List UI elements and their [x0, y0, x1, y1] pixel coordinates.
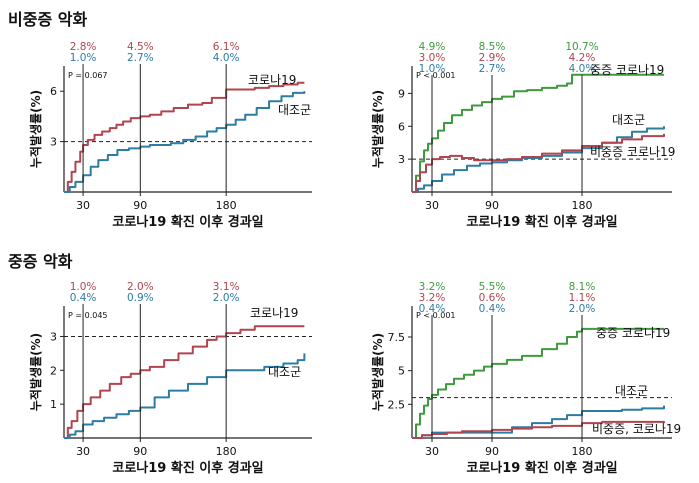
chart2-annotation-90-blue: 2.7%: [479, 63, 506, 75]
chart3-x-tick-label: 30: [76, 445, 90, 458]
chart1-y-axis-label: 누적발생률(%): [28, 90, 43, 168]
chart1-p-value: P = 0.067: [68, 71, 108, 80]
chart4-series-label-green: 중증 코로나19: [596, 326, 670, 340]
chart4-y-tick-label: 7.5: [388, 331, 406, 344]
chart4-annotation-90-blue: 0.4%: [479, 303, 506, 315]
chart2-y-axis-label: 누적발생률(%): [370, 90, 385, 168]
chart1-annotation-30-blue: 1.0%: [70, 52, 97, 64]
chart3-annotation-180-blue: 2.0%: [213, 292, 240, 304]
chart4-series-red-line: [412, 420, 665, 439]
chart2-x-axis-label: 코로나19 확진 이후 경과일: [466, 214, 617, 230]
chart4-annotation-180-blue: 2.0%: [569, 303, 596, 315]
chart3-series-label-blue: 대조군: [268, 365, 301, 379]
chart4-y-tick-label: 2.5: [388, 398, 406, 411]
chart1-annotation-180-blue: 4.0%: [213, 52, 240, 64]
chart4-annotation-90-red: 0.6%: [479, 292, 506, 304]
chart2-annotation-30-red: 3.0%: [419, 52, 446, 64]
chart4-p-value: P < 0.001: [416, 311, 456, 320]
chart1-series-label-red: 코로나19: [248, 73, 296, 87]
chart2-annotation-180-red: 4.2%: [569, 52, 596, 64]
chart3-y-axis-label: 누적발생률(%): [28, 333, 43, 411]
chart2-annotation-90-green: 8.5%: [479, 41, 506, 53]
section-title-severe: 중증 악화: [8, 252, 73, 271]
chart3-annotation-30-blue: 0.4%: [70, 292, 97, 304]
chart3-series-label-red: 코로나19: [250, 306, 298, 320]
chart3-annotation-90-red: 2.0%: [127, 281, 154, 293]
chart2-x-tick-label: 180: [572, 199, 593, 212]
chart4-series-green-line: [412, 327, 664, 439]
chart2-series-green-line: [412, 73, 664, 193]
chart2-x-tick-label: 30: [425, 199, 439, 212]
chart3-y-tick-label: 1: [50, 398, 57, 411]
chart1-y-tick-label: 3: [50, 136, 57, 149]
chart4-x-tick-label: 180: [572, 445, 593, 458]
chart3-annotation-30-red: 1.0%: [70, 281, 97, 293]
chart3-p-value: P = 0.045: [68, 311, 108, 320]
chart1-y-tick-label: 6: [50, 85, 57, 98]
chart2-annotation-180-green: 10.7%: [565, 41, 598, 53]
chart2-annotation-90-red: 2.9%: [479, 52, 506, 64]
chart1-annotation-180-red: 6.1%: [213, 41, 240, 53]
chart4-y-tick-label: 5: [398, 365, 405, 378]
chart2-annotation-180-blue: 4.0%: [569, 63, 596, 75]
chart1-x-tick-label: 90: [133, 199, 147, 212]
chart1-x-axis-label: 코로나19 확진 이후 경과일: [112, 214, 263, 230]
chart2-series-red-line: [412, 133, 665, 193]
chart4-series-blue-line: [412, 405, 665, 439]
chart4-x-tick-label: 30: [425, 445, 439, 458]
chart1-series-blue-line: [64, 91, 306, 193]
chart2-annotation-30-blue: 1.0%: [419, 63, 446, 75]
chart1-series-red-line: [64, 81, 305, 193]
chart4-annotation-30-red: 3.2%: [419, 292, 446, 304]
chart1-series-label-blue: 대조군: [278, 103, 311, 117]
chart3-annotation-180-red: 3.1%: [213, 281, 240, 293]
chart3-annotation-90-blue: 0.9%: [127, 292, 154, 304]
chart2-p-value: P < 0.001: [416, 71, 456, 80]
chart4-annotation-30-blue: 0.4%: [419, 303, 446, 315]
chart4-series-label-blue: 대조군: [615, 384, 648, 398]
chart4-y-axis-label: 누적발생률(%): [370, 333, 385, 411]
chart2-annotation-30-green: 4.9%: [419, 41, 446, 53]
chart2-series-label-green: 중증 코로나19: [590, 63, 664, 77]
chart2-x-tick-label: 90: [485, 199, 499, 212]
chart2-y-tick-label: 6: [398, 120, 405, 133]
chart1-annotation-90-red: 4.5%: [127, 41, 154, 53]
chart3-x-tick-label: 90: [133, 445, 147, 458]
chart3-x-axis-label: 코로나19 확진 이후 경과일: [112, 460, 263, 476]
chart2-y-tick-label: 9: [398, 87, 405, 100]
chart3-y-tick-label: 3: [50, 330, 57, 343]
chart1-x-tick-label: 180: [216, 199, 237, 212]
chart3-y-tick-label: 2: [50, 364, 57, 377]
chart1-annotation-90-blue: 2.7%: [127, 52, 154, 64]
chart4-annotation-180-green: 8.1%: [569, 281, 596, 293]
chart1-x-tick-label: 30: [76, 199, 90, 212]
chart2-series-label-blue: 대조군: [612, 113, 645, 127]
chart4-annotation-180-red: 1.1%: [569, 292, 596, 304]
chart1-annotation-30-red: 2.8%: [70, 41, 97, 53]
chart4-series-label-red: 비중증, 코로나19: [592, 422, 681, 436]
chart3-x-tick-label: 180: [216, 445, 237, 458]
chart4-x-axis-label: 코로나19 확진 이후 경과일: [466, 460, 617, 476]
chart4-annotation-90-green: 5.5%: [479, 281, 506, 293]
chart4-x-tick-label: 90: [485, 445, 499, 458]
chart4-annotation-30-green: 3.2%: [419, 281, 446, 293]
section-title-non-severe: 비중증 악화: [8, 10, 88, 29]
chart2-y-tick-label: 3: [398, 153, 405, 166]
chart2-series-label-red: 비중증 코로나19: [590, 145, 675, 159]
